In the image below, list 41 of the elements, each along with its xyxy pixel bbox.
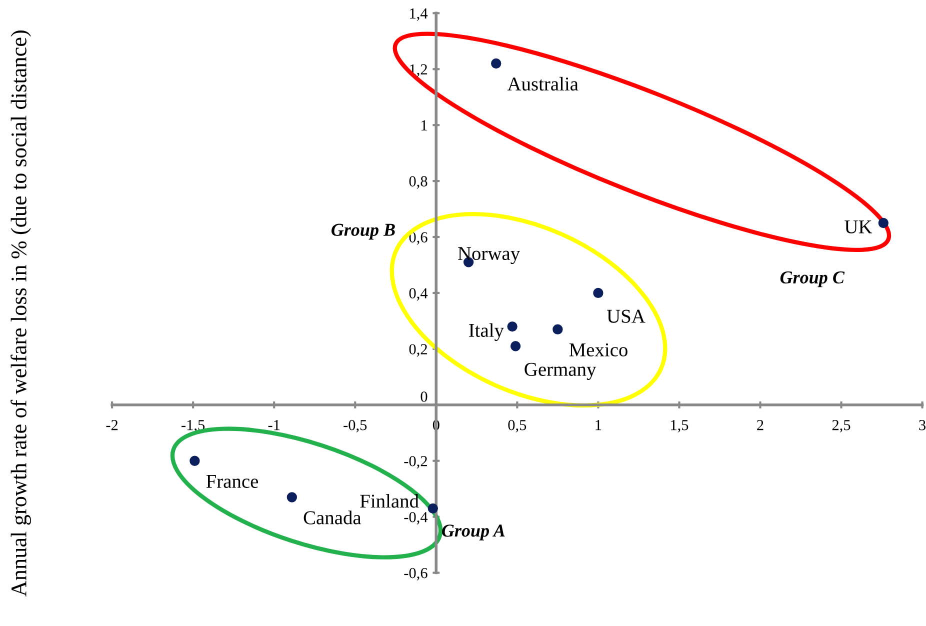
point [491,58,502,69]
series-label: France [206,475,258,488]
point [878,218,888,228]
series-label: Italy [469,323,504,341]
y-tick-label: -0,6 [404,568,428,580]
x-tick-label: -0,5 [344,420,367,432]
y-tick-label: 0 [420,391,428,402]
y-axis-title: Annual growth rate of welfare loss in % (due to social distance) [10,30,32,596]
y-tick-label: 1 [422,120,427,130]
annotation: Group C [780,271,845,288]
annotation: Group A [442,524,505,540]
y-tick-label: 0,4 [409,288,428,301]
point [286,492,298,502]
x-tick-label: -2 [106,420,118,430]
x-tick-label: 2 [757,420,764,430]
point [510,341,521,352]
x-tick-label: 1,5 [671,420,688,432]
series-label: Germany [524,362,596,380]
point [190,456,200,466]
annotation: Group B [331,224,395,240]
series-label: USA [606,310,646,323]
x-tick-label: 0,5 [508,420,526,432]
series-label: Mexico [569,343,628,356]
x-tick-label: 2,5 [832,420,850,432]
series-label: Finland [360,494,419,508]
series-label: Australia [507,76,578,91]
x-tick-label: 3 [919,420,926,430]
series-label: Norway [458,247,520,264]
series-label: Canada [304,510,362,524]
point [552,324,563,334]
y-tick-label: 0,8 [409,176,428,189]
series-label: UK [844,220,872,234]
point [428,503,438,514]
y-tick-label: 0,2 [409,344,427,357]
point [593,288,604,298]
y-tick-label: -0,4 [404,512,428,524]
x-tick-label: 1 [596,420,602,430]
y-tick-label: -0,2 [404,456,427,469]
y-tick-label: 1,4 [410,8,428,21]
point [507,321,518,332]
x-tick-label: -1 [268,420,280,430]
